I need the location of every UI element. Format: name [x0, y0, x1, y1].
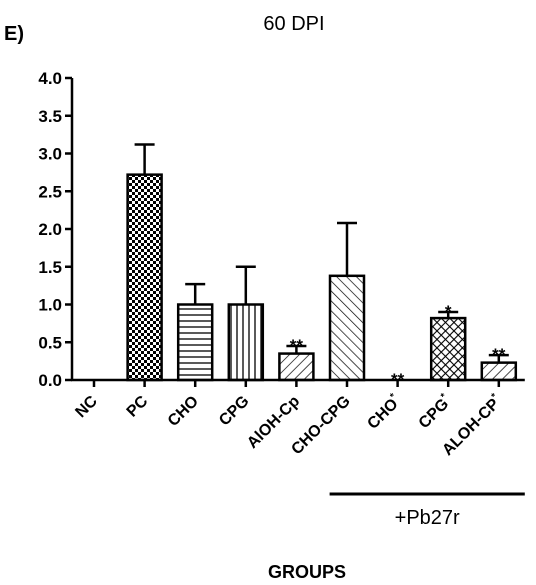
y-tick-label: 1.0: [38, 296, 62, 315]
y-tick-label: 4.0: [38, 69, 62, 88]
y-tick-label: 3.5: [38, 107, 62, 126]
significance-mark-6: **: [391, 370, 405, 389]
significance-mark-4: **: [290, 336, 304, 355]
bar-3: [227, 303, 265, 382]
bars: [126, 143, 518, 382]
x-tick-label-0: NC: [72, 392, 101, 421]
x-tick-label-superscript: *: [489, 391, 500, 402]
x-tick-label-superscript: *: [388, 391, 399, 402]
y-tick-label: 2.5: [38, 182, 62, 201]
x-tick-label-8: ALOH-CP*: [438, 391, 506, 459]
x-tick-label-3: CPG: [216, 393, 253, 430]
bar-5: [328, 274, 366, 382]
x-axis: [71, 378, 525, 387]
y-tick-label: 1.5: [38, 258, 62, 277]
y-tick-label: 0.0: [38, 371, 62, 390]
bar-1: [126, 173, 163, 382]
bar-2: [176, 303, 214, 382]
bar-7: [429, 316, 467, 382]
x-axis-label: GROUPS: [268, 562, 346, 582]
significance-mark-8: **: [492, 345, 506, 364]
y-tick-label: 0.5: [38, 333, 62, 352]
bar-8: [480, 361, 518, 382]
pb27r-bracket-label: +Pb27r: [395, 507, 460, 529]
significance-marks: *******: [290, 302, 506, 389]
x-tick-label-1: PC: [124, 392, 152, 420]
y-axis: 0.0 0.5 1.0 1.5 2.0 2.5 3.0 3.5 4.0: [38, 69, 74, 390]
significance-mark-7: *: [445, 302, 452, 321]
x-tick-label-6: CHO*: [363, 391, 404, 432]
y-tick-label: 2.0: [38, 220, 62, 239]
panel-label: E): [4, 23, 24, 45]
x-tick-label-7: CPG*: [414, 391, 455, 432]
x-tick-label-2: CHO: [165, 393, 202, 430]
y-tick-label: 3.0: [38, 145, 62, 164]
chart-title: 60 DPI: [263, 13, 324, 35]
bar-4: [278, 352, 315, 382]
x-tick-label-superscript: *: [439, 391, 450, 402]
